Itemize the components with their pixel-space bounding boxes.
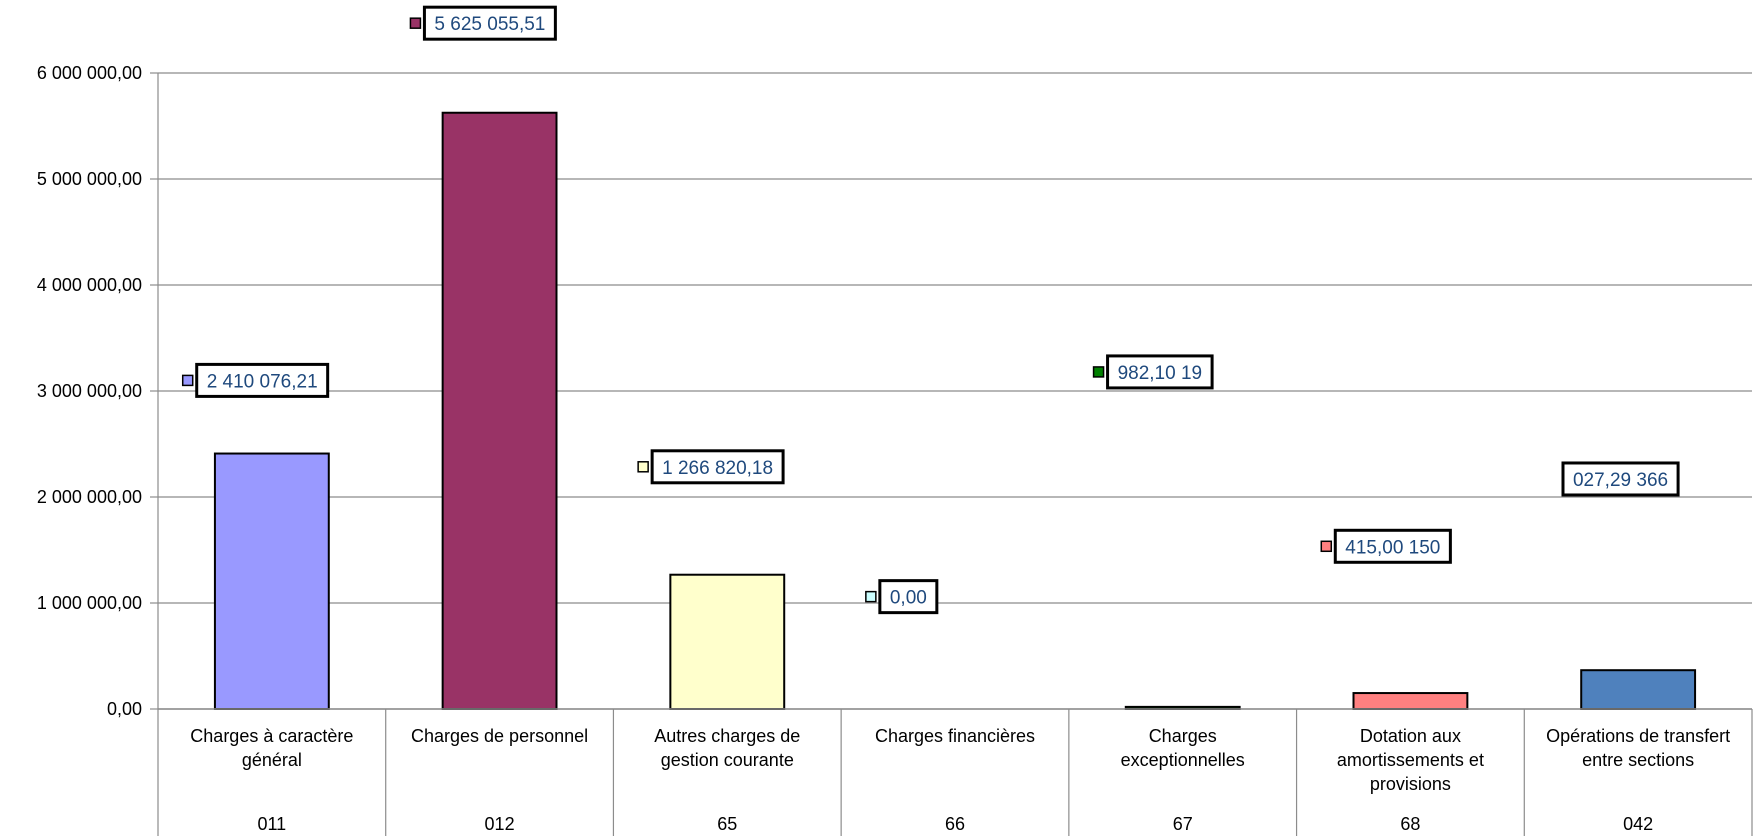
bar-011 — [213, 452, 330, 710]
data-label-box — [1333, 528, 1452, 564]
legend-key-65 — [637, 461, 649, 473]
y-tick-label: 2 000 000,00 — [37, 487, 142, 507]
category-label: gestion courante — [661, 750, 794, 770]
bar-012 — [441, 111, 558, 710]
category-label: Charges de personnel — [411, 726, 588, 746]
data-labels: 2 410 076,21 5 625 055,51 1 266 820,18 0,00… — [181, 5, 1680, 615]
category-label: Dotation aux — [1360, 726, 1461, 746]
data-label-box — [422, 5, 557, 41]
category-code: 68 — [1400, 814, 1420, 834]
category-code: 67 — [1173, 814, 1193, 834]
data-label-65: 1 266 820,18 — [662, 458, 773, 479]
y-tick-label: 3 000 000,00 — [37, 381, 142, 401]
data-label-67: 982,10 19 — [1118, 363, 1203, 384]
category-label: Autres charges de — [654, 726, 800, 746]
category-code: 66 — [945, 814, 965, 834]
category-label: Opérations de transfert — [1546, 726, 1730, 746]
data-label-66: 0,00 — [890, 588, 927, 609]
category-label: Charges financières — [875, 726, 1035, 746]
x-axis: Charges à caractère général 011 Charges de … — [158, 708, 1753, 836]
category-label: provisions — [1370, 774, 1451, 794]
data-label-68: 415,00 150 — [1345, 537, 1440, 558]
data-label-011: 2 410 076,21 — [207, 371, 318, 392]
bar-65 — [669, 573, 786, 710]
bar-042 — [1580, 669, 1697, 711]
y-tick-label: 4 000 000,00 — [37, 275, 142, 295]
legend-key-66 — [865, 590, 877, 603]
data-label-box — [878, 579, 939, 615]
legend-key-67 — [1092, 366, 1105, 378]
y-tick-label: 0,00 — [107, 699, 142, 719]
legend-key-68 — [1320, 540, 1333, 553]
legend-key-011 — [181, 374, 194, 387]
category-code: 012 — [485, 814, 515, 834]
data-label-box — [1561, 461, 1680, 497]
category-label: entre sections — [1582, 750, 1694, 770]
category-label: Charges — [1149, 726, 1217, 746]
category-code: 011 — [258, 814, 287, 834]
y-tick-label: 6 000 000,00 — [37, 63, 142, 83]
data-label-box — [195, 362, 330, 398]
data-label-012: 5 625 055,51 — [434, 14, 545, 35]
category-label: exceptionnelles — [1121, 750, 1245, 770]
data-label-042: 027,29 366 — [1573, 470, 1668, 491]
category-code: 65 — [717, 814, 737, 834]
data-label-box — [650, 449, 785, 485]
y-tick-label: 1 000 000,00 — [37, 593, 142, 613]
category-label: Charges à caractère — [190, 726, 353, 746]
gridlines — [158, 72, 1752, 710]
category-code: 042 — [1623, 814, 1653, 834]
y-axis: 0,00 1 000 000,00 2 000 000,00 3 000 000,00… — [37, 63, 159, 836]
bar-68 — [1352, 692, 1469, 711]
legend-key-012 — [409, 17, 422, 29]
data-label-box — [1106, 354, 1214, 390]
bars — [213, 111, 1697, 711]
category-label: général — [242, 750, 302, 770]
y-tick-label: 5 000 000,00 — [37, 169, 142, 189]
category-label: amortissements et — [1337, 750, 1484, 770]
